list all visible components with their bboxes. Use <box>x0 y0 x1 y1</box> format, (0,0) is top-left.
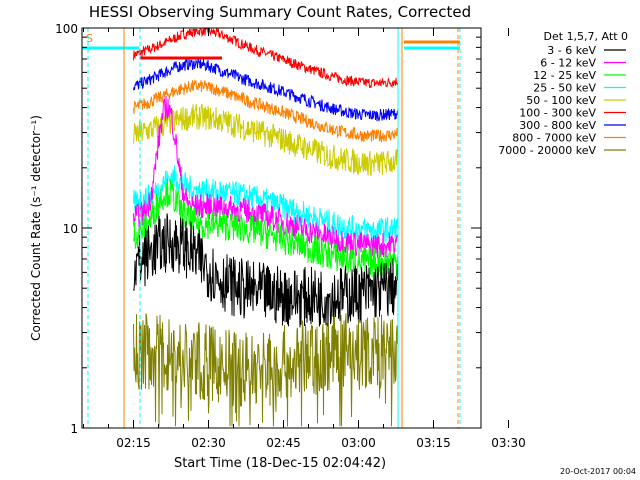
y-tick-label: 1 <box>70 422 78 436</box>
series-line-800-7000-kev <box>133 78 398 143</box>
saa-marker-label: S <box>86 32 93 45</box>
legend-label: 300 - 800 keV <box>519 119 596 132</box>
chart-title: HESSI Observing Summary Count Rates, Cor… <box>89 3 471 21</box>
legend-label: 50 - 100 keV <box>526 94 596 107</box>
series-line-300-800-kev <box>133 56 398 122</box>
x-tick-label: 03:30 <box>491 436 526 450</box>
legend-label: 12 - 25 keV <box>533 69 596 82</box>
series-line-12-25-kev <box>133 177 398 278</box>
series-line-50-100-kev <box>133 103 398 176</box>
y-axis-ticks: 1 10 100 <box>55 22 481 436</box>
x-axis-ticks: 02:15 02:30 02:45 03:00 03:15 03:30 <box>83 28 526 450</box>
x-tick-label: 02:30 <box>191 436 226 450</box>
plot-area <box>82 27 461 428</box>
y-tick-label: 10 <box>63 222 78 236</box>
series-line-100-300-kev <box>133 27 398 89</box>
x-tick-label: 03:00 <box>341 436 376 450</box>
x-tick-label: 02:15 <box>116 436 151 450</box>
legend-label: 100 - 300 keV <box>519 107 596 120</box>
legend-label: 25 - 50 keV <box>533 82 596 95</box>
legend-label: 7000 - 20000 keV <box>498 144 596 157</box>
y-axis-label: Corrected Count Rate (s⁻¹ detector⁻¹) <box>29 115 43 341</box>
generation-timestamp: 20-Oct-2017 00:04 <box>560 467 636 476</box>
x-axis-label: Start Time (18-Dec-15 02:04:42) <box>174 456 386 471</box>
x-tick-label: 02:45 <box>266 436 301 450</box>
series-line-7000-20000-kev <box>133 313 398 427</box>
legend-label: 3 - 6 keV <box>547 44 596 57</box>
legend-header: Det 1,5,7, Att 0 <box>544 30 628 43</box>
legend-label: 6 - 12 keV <box>540 57 596 70</box>
legend-label: 800 - 7000 keV <box>512 132 596 145</box>
series-line-3-6-kev <box>133 213 398 328</box>
x-tick-label: 03:15 <box>416 436 451 450</box>
y-tick-label: 100 <box>55 22 78 36</box>
